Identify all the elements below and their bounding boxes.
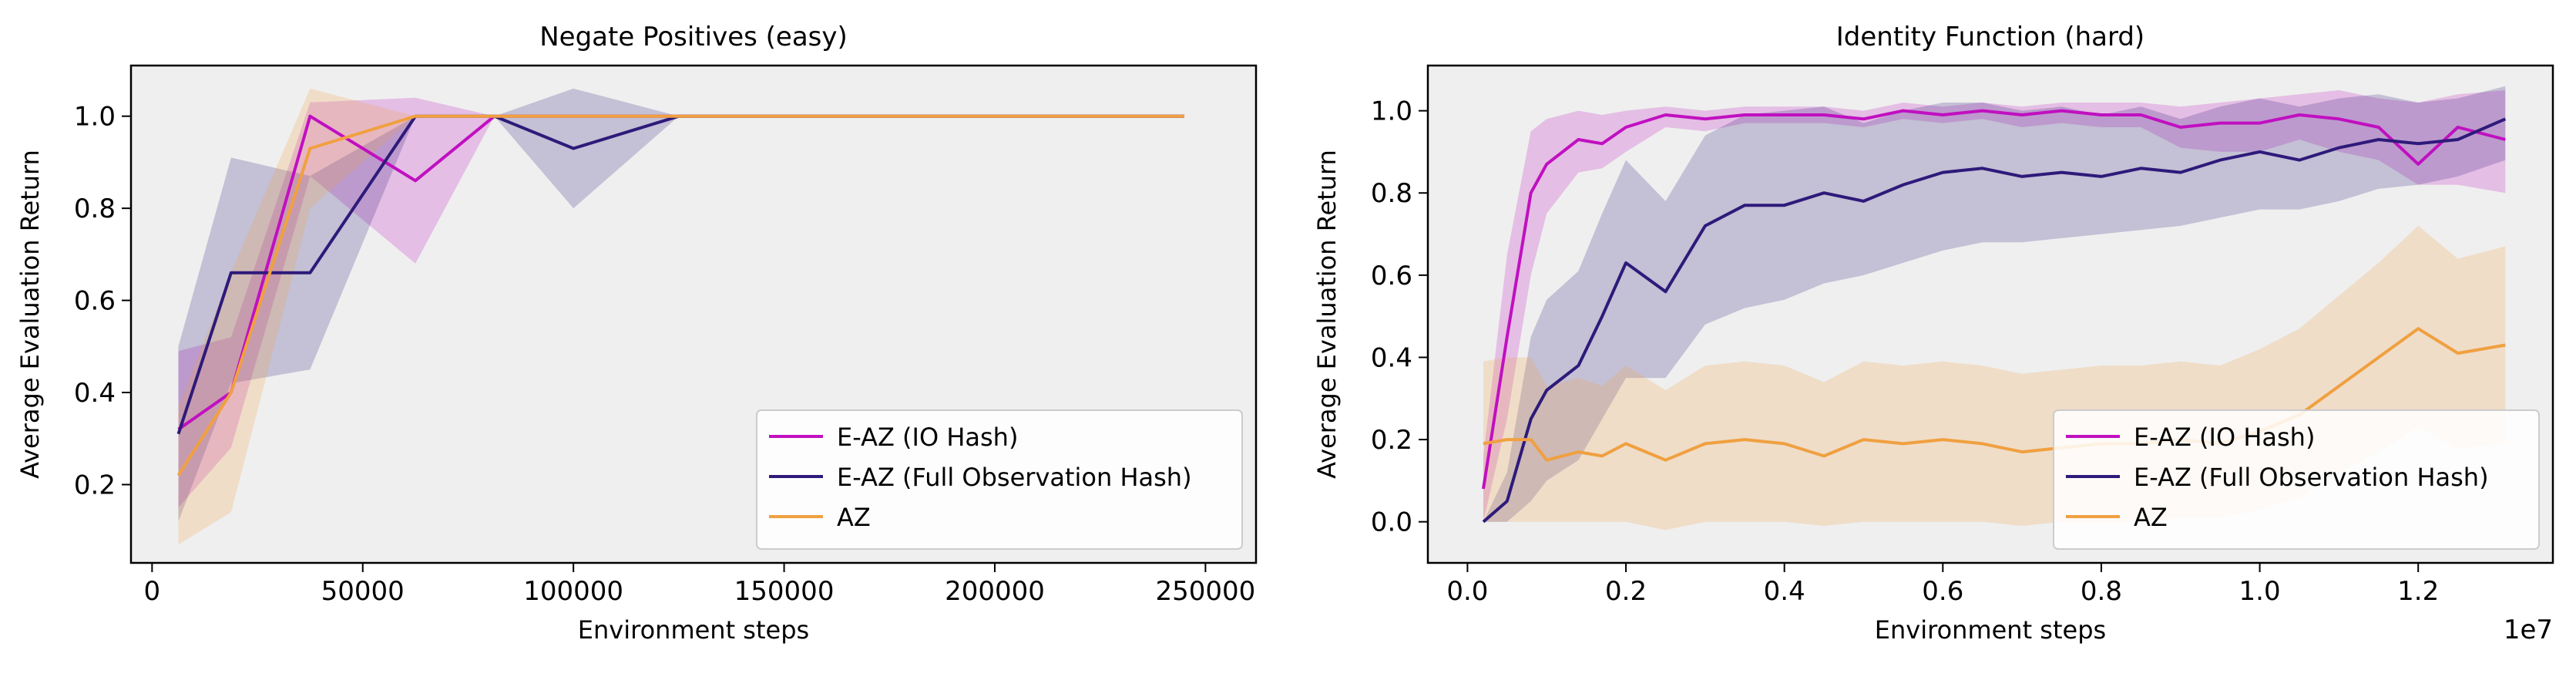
y-axis-label: Average Evaluation Return xyxy=(1312,150,1342,479)
x-tick-label: 0.6 xyxy=(1922,576,1963,607)
plot-frame xyxy=(129,64,1258,564)
y-tick-label: 0.2 xyxy=(1371,425,1412,456)
y-tick-label: 0.8 xyxy=(1371,178,1412,209)
y-tick-label: 0.4 xyxy=(74,378,116,409)
series-line-0 xyxy=(1482,109,2506,490)
chart-title: Identity Function (hard) xyxy=(1836,22,2144,52)
x-axis-label: Environment steps xyxy=(578,615,809,645)
legend: E-AZ (IO Hash) E-AZ (Full Observation Has… xyxy=(756,409,1243,550)
y-tick-label: 0.8 xyxy=(74,194,116,224)
x-tick-label: 0 xyxy=(144,576,161,607)
x-tick-label: 1.2 xyxy=(2397,576,2439,607)
y-tick-label: 1.0 xyxy=(74,102,116,133)
y-tick-label: 0.6 xyxy=(74,286,116,317)
legend: E-AZ (IO Hash) E-AZ (Full Observation Has… xyxy=(2053,409,2540,550)
legend-box xyxy=(756,409,1243,550)
y-tick-label: 1.0 xyxy=(1371,96,1412,127)
x-tick-label: 200000 xyxy=(945,576,1045,607)
x-tick-label: 150000 xyxy=(734,576,835,607)
x-tick-label: 1.0 xyxy=(2239,576,2281,607)
plot-contents xyxy=(176,88,1184,545)
x-tick-label: 250000 xyxy=(1155,576,1255,607)
legend-label-2: AZ xyxy=(837,503,871,532)
right-chart-panel: 0.0 0.2 0.4 0.6 0.8 1.0 1.2 0.0 0.2 0.4 0.6 0.8 1.0 I… xyxy=(1312,22,2554,645)
y-tick-label: 0.2 xyxy=(74,470,116,500)
left-chart-panel: 0 50000 100000 150000 200000 250000 0.2 0.4 0.6 0… xyxy=(15,22,1258,645)
x-tick-label: 100000 xyxy=(523,576,623,607)
legend-label-1: E-AZ (Full Observation Hash) xyxy=(2134,463,2489,492)
series-band-1 xyxy=(1483,86,2506,522)
x-tick-label: 0.8 xyxy=(2081,576,2122,607)
plot-frame xyxy=(1426,64,2554,564)
series-band-0 xyxy=(178,97,1184,508)
y-axis-label: Average Evaluation Return xyxy=(15,150,45,479)
x-tick-label: 50000 xyxy=(321,576,405,607)
legend-label-1: E-AZ (Full Observation Hash) xyxy=(837,463,1192,492)
series-line-1 xyxy=(1482,117,2507,524)
x-tick-label: 0.2 xyxy=(1605,576,1647,607)
x-tick-label: 0.0 xyxy=(1446,576,1488,607)
series-line-2 xyxy=(1483,327,2506,462)
chart-title: Negate Positives (easy) xyxy=(539,22,848,52)
legend-label-0: E-AZ (IO Hash) xyxy=(2134,423,2315,452)
y-tick-label: 0.6 xyxy=(1371,261,1412,291)
x-axis-label: Environment steps xyxy=(1875,615,2106,645)
legend-box xyxy=(2053,409,2540,550)
legend-label-2: AZ xyxy=(2134,503,2168,532)
series-band-0 xyxy=(1483,90,2506,522)
y-tick-label: 0.4 xyxy=(1371,342,1412,373)
legend-label-0: E-AZ (IO Hash) xyxy=(837,423,1018,452)
x-tick-label: 0.4 xyxy=(1764,576,1805,607)
x-axis-offset-label: 1e7 xyxy=(2504,615,2553,645)
y-tick-label: 0.0 xyxy=(1371,507,1412,538)
series-line-2 xyxy=(176,114,1184,477)
